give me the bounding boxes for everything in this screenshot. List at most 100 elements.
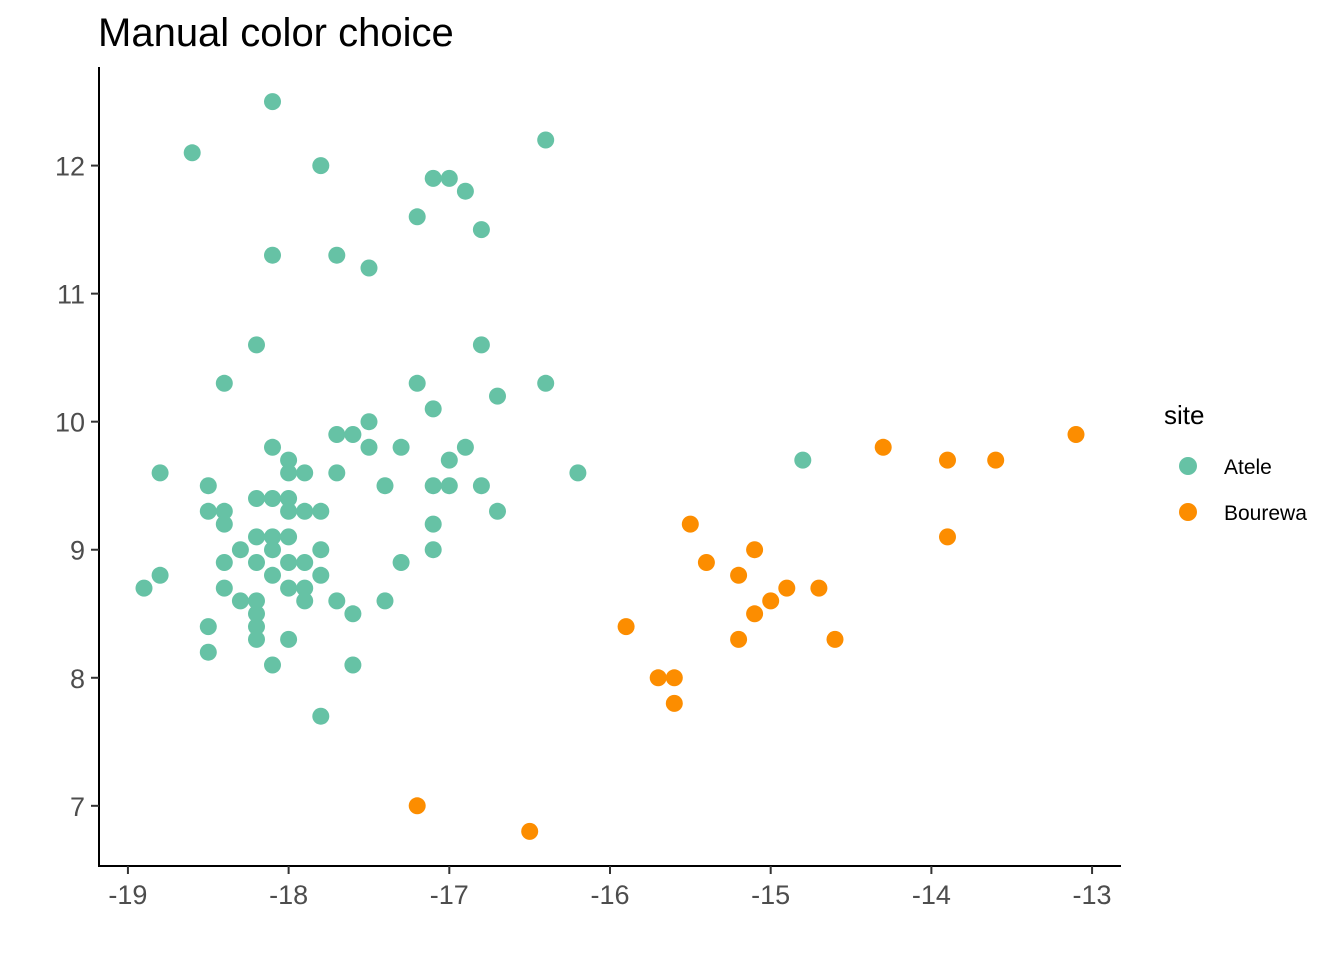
point-atele <box>489 502 506 520</box>
point-bourewa <box>408 797 426 815</box>
point-atele <box>392 438 410 456</box>
point-atele <box>408 208 426 226</box>
point-atele <box>280 464 298 482</box>
point-atele <box>199 618 217 636</box>
point-atele <box>328 426 346 443</box>
point-atele <box>264 246 281 264</box>
point-atele <box>360 413 378 431</box>
point-atele <box>360 438 378 456</box>
point-atele <box>344 656 362 674</box>
point-atele <box>344 426 362 443</box>
point-bourewa <box>617 618 635 636</box>
point-bourewa <box>746 541 764 559</box>
x-tick-label: -19 <box>108 880 147 910</box>
point-atele <box>392 554 410 571</box>
point-atele <box>215 554 233 571</box>
point-atele <box>472 221 490 239</box>
point-atele <box>280 502 298 520</box>
point-atele <box>424 169 442 187</box>
point-atele <box>280 490 298 507</box>
point-atele <box>199 477 217 495</box>
point-atele <box>296 554 314 571</box>
legend-key-bourewa <box>1179 503 1197 521</box>
x-tick-label: -13 <box>1073 880 1112 910</box>
point-bourewa <box>778 579 796 597</box>
x-tick-label: -17 <box>430 880 469 910</box>
point-atele <box>312 707 330 725</box>
point-atele <box>248 336 265 354</box>
points-layer <box>135 93 1085 840</box>
legend-label-atele: Atele <box>1224 456 1272 479</box>
point-bourewa <box>665 694 683 712</box>
point-atele <box>328 592 346 610</box>
chart-title: Manual color choice <box>98 11 454 55</box>
point-atele <box>440 477 458 495</box>
point-atele <box>312 566 330 584</box>
point-bourewa <box>521 822 539 840</box>
legend-title: site <box>1164 400 1204 430</box>
point-atele <box>264 541 281 559</box>
point-atele <box>328 246 346 264</box>
point-atele <box>408 374 426 392</box>
point-atele <box>248 592 265 610</box>
point-bourewa <box>939 451 956 469</box>
point-atele <box>215 579 233 597</box>
point-atele <box>312 541 330 559</box>
point-atele <box>424 515 442 533</box>
point-bourewa <box>810 579 828 597</box>
point-bourewa <box>730 566 748 584</box>
point-atele <box>264 528 281 546</box>
point-atele <box>135 579 153 597</box>
point-atele <box>248 630 265 648</box>
point-atele <box>199 502 217 520</box>
y-tick-label: 10 <box>55 408 85 438</box>
x-tick-label: -18 <box>269 880 308 910</box>
point-atele <box>199 643 217 661</box>
point-atele <box>456 438 474 456</box>
y-tick-label: 9 <box>70 536 85 566</box>
point-atele <box>264 656 281 674</box>
point-atele <box>215 374 233 392</box>
point-atele <box>537 131 555 149</box>
point-atele <box>264 566 281 584</box>
point-bourewa <box>665 669 683 687</box>
point-atele <box>296 592 314 610</box>
point-atele <box>344 605 362 623</box>
y-tick-label: 7 <box>70 792 85 822</box>
point-atele <box>248 490 265 507</box>
point-atele <box>794 451 812 469</box>
point-atele <box>376 477 394 495</box>
point-bourewa <box>874 438 892 456</box>
point-atele <box>264 438 281 456</box>
point-atele <box>472 477 490 495</box>
point-atele <box>424 400 442 418</box>
point-atele <box>264 93 281 111</box>
y-tick-label: 12 <box>55 152 85 182</box>
point-atele <box>264 490 281 507</box>
point-atele <box>183 144 201 162</box>
point-atele <box>280 451 298 469</box>
x-tick-label: -16 <box>590 880 629 910</box>
x-tick-label: -14 <box>912 880 951 910</box>
point-atele <box>376 592 394 610</box>
point-atele <box>312 502 330 520</box>
y-axis-ticks: 7 8 9 10 11 12 <box>55 152 99 822</box>
point-bourewa <box>987 451 1005 469</box>
legend: site Atele Bourewa <box>1164 400 1307 525</box>
point-atele <box>312 157 330 175</box>
point-atele <box>280 528 298 546</box>
point-bourewa <box>681 515 699 533</box>
point-atele <box>296 464 314 482</box>
point-atele <box>360 259 378 277</box>
point-atele <box>248 618 265 636</box>
point-atele <box>151 566 169 584</box>
point-atele <box>296 502 314 520</box>
point-bourewa <box>762 592 780 610</box>
point-atele <box>280 579 298 597</box>
series-atele <box>135 93 812 725</box>
point-atele <box>248 605 265 623</box>
point-atele <box>537 374 555 392</box>
point-atele <box>296 579 314 597</box>
